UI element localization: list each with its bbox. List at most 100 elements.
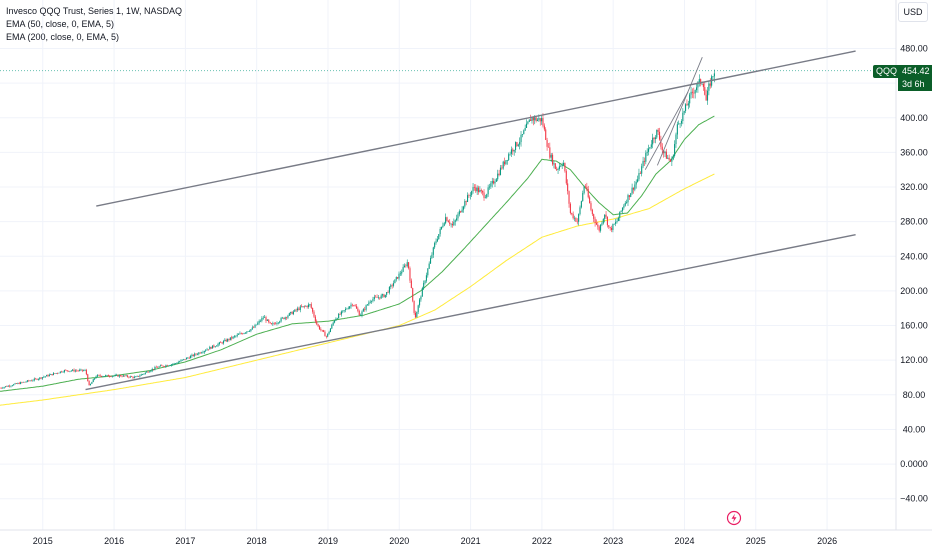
legend-ema50[interactable]: EMA (50, close, 0, EMA, 5) [6,19,115,29]
candle-body [663,150,665,154]
candle-body [420,296,422,300]
candle-body [22,381,24,383]
candle-body [490,183,492,187]
candle-body [187,357,189,359]
candle-body [394,279,396,284]
legend-main-series[interactable]: Invesco QQQ Trust, Series 1, 1W, NASDAQ [6,6,183,16]
candle-body [32,380,34,381]
candle-body [154,366,156,370]
candle-body [674,144,676,156]
candle-body [272,323,274,325]
trendline-channel-top[interactable] [96,50,856,207]
candle-body [573,217,576,219]
candle-body [579,207,581,215]
candle-body [695,87,698,91]
candle-body [0,387,2,389]
candle-body [177,362,179,364]
trendline-layer[interactable] [85,50,856,391]
candle-body [602,218,604,224]
lightning-icon[interactable] [726,510,742,526]
candle-body [107,374,109,377]
candle-body [170,364,172,366]
candle-body [465,201,467,203]
candle-body [698,79,700,82]
candle-body [294,309,296,312]
y-tick-label: 280.00 [900,217,928,227]
candle-body [148,371,151,373]
candle-body [497,173,499,180]
price-axis[interactable]: 480.00440.00400.00360.00320.00280.00240.… [900,44,928,504]
candle-body [250,329,252,331]
candle-body [623,205,625,208]
x-tick-label: 2025 [746,536,766,546]
candle-body [669,159,672,162]
candle-body [334,320,336,323]
candle-body [264,317,266,318]
currency-button[interactable]: USD [898,2,928,22]
trendline-channel-bottom[interactable] [85,233,856,391]
candle-body [362,309,364,312]
candle-body [11,385,13,387]
candle-body [685,104,687,111]
candle-body [638,173,640,180]
candle-body [61,371,63,373]
candle-body [275,323,277,325]
candle-body [94,378,96,380]
candle-body [6,386,8,387]
candle-body [210,346,212,349]
y-tick-label: 0.0000 [900,459,928,469]
candle-body [96,374,98,377]
symbol-badge: QQQ [873,65,901,78]
candle-body [652,137,654,145]
candle-body [506,160,508,161]
candle-body [137,375,140,377]
candle-body [202,352,204,353]
candle-body [324,331,326,337]
candle-body [628,195,630,197]
candle-body [143,373,145,375]
candle-body [244,332,246,334]
candle-body [24,381,26,383]
candle-body [572,214,574,219]
time-axis[interactable]: 2015 2016 2017 2018 2019 2020 2021 2022 2023 2024… [33,536,837,546]
candle-body [205,350,207,352]
candle-body [708,83,710,91]
candle-body [477,187,480,193]
candle-body [601,223,603,225]
candle-body [567,183,569,192]
candle-body [198,352,200,355]
trendline-steep-trend[interactable] [644,91,689,170]
candle-body [552,154,554,165]
grid-layer [0,0,896,530]
candle-body [443,223,445,226]
candle-body [142,374,144,375]
candle-body [63,370,65,372]
x-tick-label: 2023 [603,536,623,546]
trendline-steep-support[interactable] [656,56,703,166]
candle-body [521,134,523,135]
candle-body [554,163,556,169]
candle-body [586,186,588,190]
candle-body [491,181,493,184]
candle-body [675,134,677,145]
candle-body [639,173,641,174]
x-tick-label: 2021 [461,536,481,546]
candle-body [424,280,426,284]
candle-body [238,334,240,335]
candle-body [519,141,521,145]
candle-body [76,370,78,372]
candle-body [37,378,39,380]
candle-body [671,159,673,162]
candle-body [105,375,107,377]
legend-ema200[interactable]: EMA (200, close, 0, EMA, 5) [6,32,120,42]
candle-body [366,304,369,306]
candle-body [120,375,122,377]
candle-body [379,297,381,299]
candle-body [13,384,15,386]
candle-body [373,296,375,299]
candle-body [520,134,522,142]
candle-body [58,372,60,374]
candle-body [74,370,76,372]
